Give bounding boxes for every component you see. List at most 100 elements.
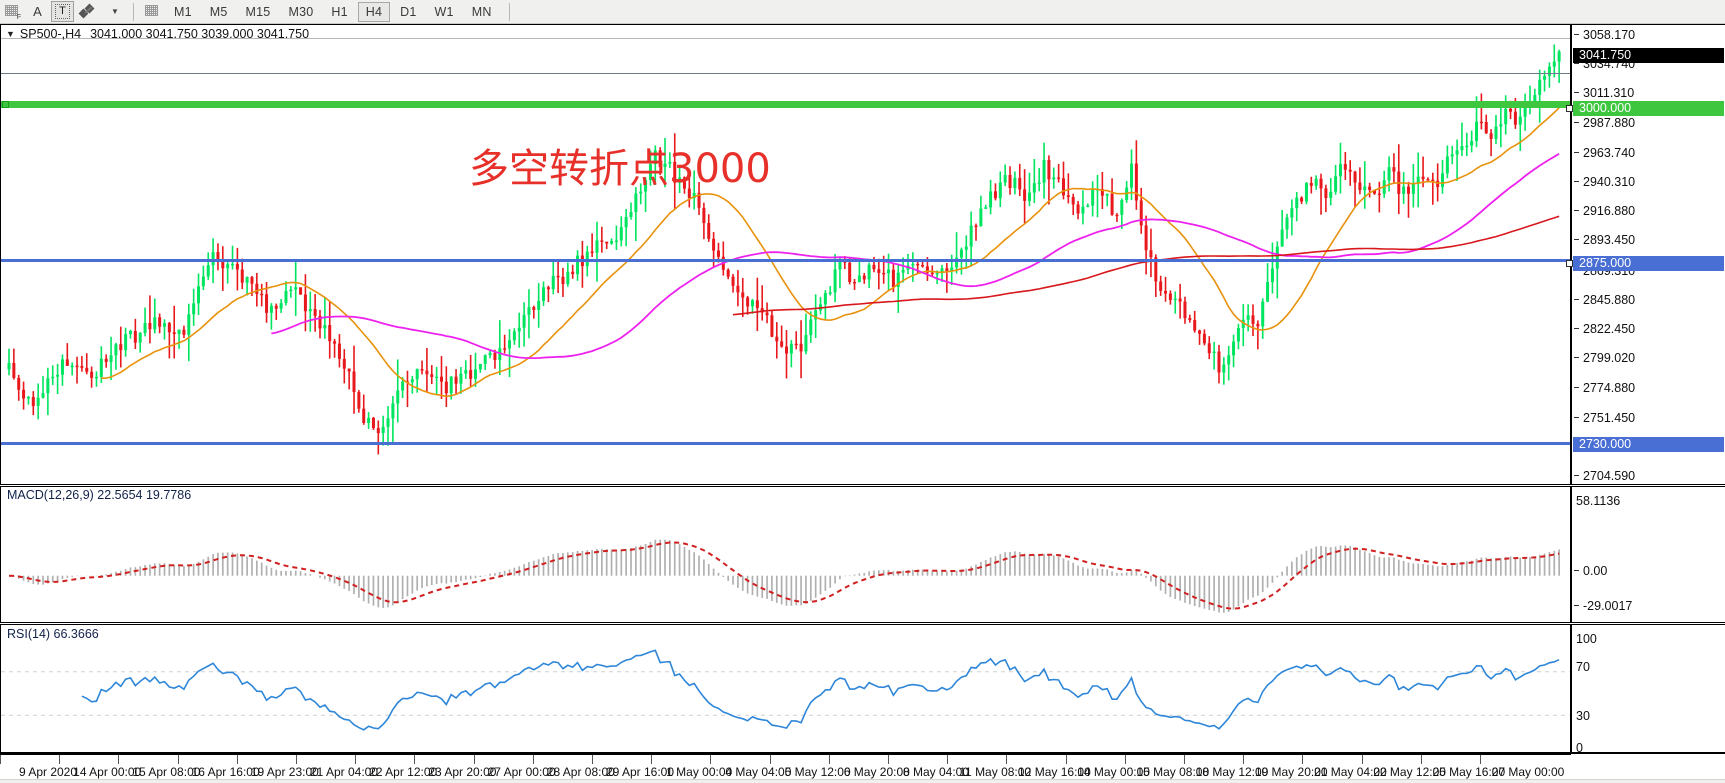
time-tick — [1124, 755, 1126, 764]
time-label: 16 Apr 16:00 — [191, 765, 260, 779]
timeframe-d1[interactable]: D1 — [400, 4, 417, 19]
line-handle[interactable] — [1566, 260, 1573, 268]
rsi-tick: 30 — [1576, 709, 1590, 723]
time-tick — [177, 755, 179, 764]
timeframe-h1[interactable]: H1 — [331, 4, 348, 19]
timeframe-m5[interactable]: M5 — [209, 4, 228, 19]
rsi-canvas — [1, 649, 1570, 731]
resistance-line-2875[interactable] — [1, 259, 1570, 262]
macd-tick: -29.0017 — [1572, 600, 1632, 612]
time-tick — [532, 755, 534, 764]
time-tick — [355, 755, 357, 764]
time-tick — [473, 755, 475, 764]
symbol-ohlc: 3041.000 3041.750 3039.000 3041.750 — [90, 27, 310, 41]
timeframe-m1[interactable]: M1 — [174, 4, 192, 19]
time-tick — [59, 755, 61, 764]
price-tick: 2822.450 — [1572, 323, 1635, 335]
time-tick — [769, 755, 771, 764]
time-label: 12 May 16:00 — [1018, 765, 1091, 779]
time-label: 18 May 12:00 — [1195, 765, 1269, 779]
rsi-tick: 100 — [1576, 632, 1597, 646]
time-tick — [592, 755, 593, 764]
support-price-tag[interactable]: 2730.000 — [1573, 437, 1724, 453]
timeframe-w1[interactable]: W1 — [434, 4, 454, 19]
price-tick: 2845.880 — [1572, 294, 1635, 306]
price-tick: 2940.310 — [1572, 176, 1635, 188]
chart-annotation[interactable]: 多空转折点3000 — [469, 146, 771, 192]
pivot-price-tag[interactable]: 3000.000 — [1566, 100, 1724, 116]
time-tick — [947, 755, 949, 764]
time-tick — [1480, 755, 1481, 764]
time-label: 25 May 16:00 — [1432, 765, 1506, 779]
price-tick: 2963.740 — [1572, 147, 1635, 159]
time-label: 6 May 20:00 — [843, 765, 910, 779]
timeframe-mn[interactable]: MN — [471, 4, 492, 19]
time-label: 27 Apr 00:00 — [487, 765, 556, 779]
toolbar: F A T ▼ M1 M5 M15 M30 H1 H4 D1 W1 MN — [0, 0, 1725, 24]
time-label: 14 May 00:00 — [1077, 765, 1150, 779]
time-label: 5 May 12:00 — [784, 765, 851, 779]
shapes-icon[interactable] — [76, 1, 101, 22]
timeframe-m15[interactable]: M15 — [245, 4, 271, 19]
toolbar-divider-2 — [508, 2, 510, 21]
time-tick — [296, 755, 297, 764]
time-tick — [0, 755, 1, 764]
time-tick — [1184, 755, 1185, 764]
time-label: 19 Apr 23:00 — [250, 765, 319, 779]
time-tick — [236, 755, 238, 764]
rsi-tick: 0 — [1576, 741, 1583, 755]
time-axis[interactable]: 9 Apr 2020 14 Apr 00:00 15 Apr 08:00 16 Apr… — [0, 753, 1725, 783]
time-label: 29 Apr 16:00 — [605, 765, 675, 779]
price-tick: 2893.450 — [1572, 234, 1635, 247]
time-label: 15 Apr 08:00 — [132, 765, 201, 779]
time-tick — [651, 755, 653, 764]
macd-axis: 58.1136 0.00 -29.0017 — [1571, 486, 1725, 623]
timeframe-grip-icon — [141, 1, 164, 22]
price-tick: 2751.450 — [1572, 411, 1635, 424]
line-handle[interactable] — [1566, 104, 1573, 112]
timeframe-group: M1 M5 M15 M30 H1 H4 D1 W1 MN — [165, 1, 501, 22]
time-label: 11 May 08:00 — [959, 765, 1032, 779]
price-tick: 2704.590 — [1572, 470, 1635, 482]
price-axis[interactable]: 3058.170 3034.740 3011.310 2987.880 2963.740… — [1566, 24, 1725, 485]
grid-crosshair-icon[interactable]: F — [1, 1, 24, 22]
resistance-price-tag[interactable]: 2875.000 — [1566, 256, 1724, 272]
last-price-line — [1, 73, 1570, 74]
support-line-2730[interactable] — [1, 442, 1570, 445]
pivot-line-3000[interactable] — [1, 101, 1570, 108]
time-label: 22 Apr 12:00 — [369, 765, 438, 779]
last-price-tag[interactable]: 3041.750 — [1573, 48, 1724, 64]
time-label: 4 May 04:00 — [725, 765, 792, 779]
toolbar-divider — [133, 2, 134, 21]
pivot-line-handle[interactable] — [2, 101, 9, 108]
time-tick — [1065, 755, 1067, 764]
price-tick: 3058.170 — [1572, 29, 1635, 41]
shapes-dropdown-icon[interactable]: ▼ — [111, 7, 119, 16]
time-tick — [1302, 755, 1304, 764]
time-label: 8 May 04:00 — [902, 765, 970, 779]
rsi-pane[interactable]: RSI(14) 66.3666 — [0, 624, 1571, 753]
price-chart-pane[interactable]: 多空转折点3000 — [0, 24, 1571, 485]
rsi-tick: 70 — [1576, 660, 1590, 674]
time-label: 22 May 12:00 — [1373, 765, 1446, 779]
pane-header-divider — [1, 38, 1570, 39]
price-tick: 2774.880 — [1572, 382, 1635, 395]
time-tick — [710, 755, 712, 764]
time-label: 21 May 04:00 — [1314, 765, 1387, 779]
timeframe-m30[interactable]: M30 — [288, 4, 314, 19]
text-label-icon[interactable]: A — [33, 4, 42, 19]
text-object-icon[interactable]: T — [51, 1, 74, 22]
time-tick — [888, 755, 889, 764]
timeframe-h4[interactable]: H4 — [357, 1, 391, 22]
time-tick — [118, 755, 120, 764]
time-tick — [828, 755, 830, 764]
time-axis-divider — [0, 754, 1571, 755]
macd-pane[interactable]: MACD(12,26,9) 22.5654 19.7786 — [0, 486, 1571, 623]
status-strip — [0, 779, 1725, 783]
time-label: 14 Apr 00:00 — [73, 765, 142, 779]
symbol-caret-icon[interactable]: ▼ — [6, 29, 15, 39]
time-tick — [1243, 755, 1245, 764]
time-label: 19 May 20:00 — [1254, 765, 1328, 779]
symbol-name: SP500-,H4 — [19, 27, 82, 41]
time-label: 15 May 08:00 — [1136, 765, 1210, 779]
